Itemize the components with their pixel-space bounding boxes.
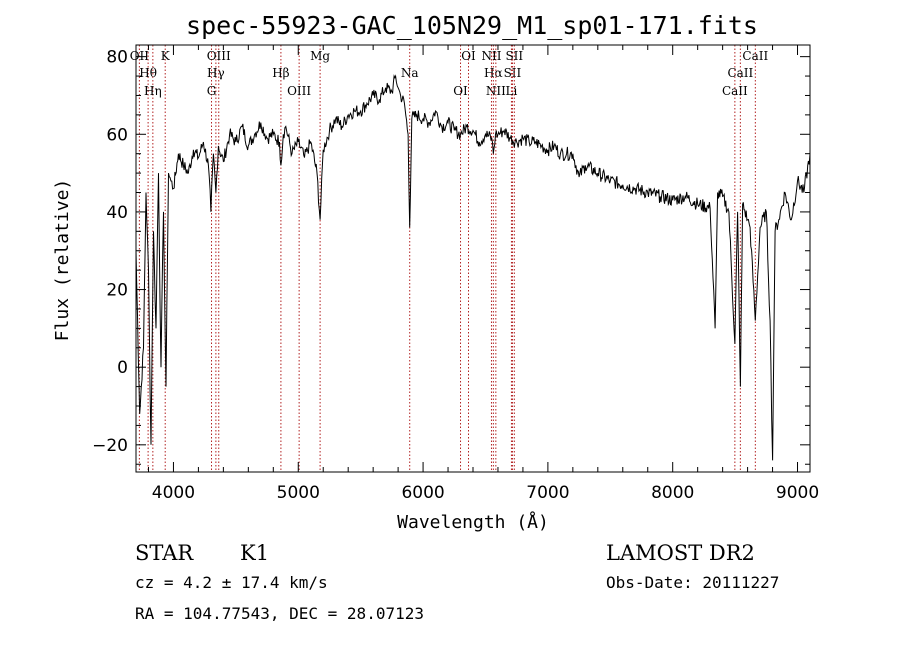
line-marker-label: NII — [481, 49, 501, 63]
y-tick-label: 80 — [106, 48, 128, 68]
line-marker-label: Hγ — [207, 66, 225, 80]
line-marker-label: Na — [401, 66, 419, 80]
axis-ticks: 4000 5000 6000 7000 8000 9000 −20 0 20 40 60 80 — [92, 45, 819, 503]
line-marker-label: SII — [505, 49, 523, 63]
survey-name: LAMOST DR2 — [606, 541, 755, 565]
line-marker-label: SII — [504, 66, 522, 80]
y-tick-label: 20 — [106, 281, 128, 301]
y-tick-label: 40 — [106, 203, 128, 223]
line-marker-label: Hα — [484, 66, 503, 80]
obs-date: Obs-Date: 20111227 — [606, 573, 779, 592]
y-tick-label: 0 — [117, 358, 128, 378]
line-marker-label: Hθ — [139, 66, 157, 80]
spectrum-series — [135, 74, 811, 461]
line-marker-label: K — [161, 49, 171, 63]
object-class: STAR — [135, 541, 194, 565]
redshift-text: cz = 4.2 ± 17.4 km/s — [135, 573, 328, 592]
chart-title: spec-55923-GAC_105N29_M1_sp01-171.fits — [186, 11, 758, 40]
x-tick-label: 6000 — [401, 483, 444, 503]
line-marker-label: NII — [486, 84, 506, 98]
coordinates: RA = 104.77543, DEC = 28.07123 — [135, 604, 424, 623]
spectral-line-markers: OIIHθHηKHγGOIIIHβOIIIMgNaOIOIHαNIINIISII… — [130, 45, 768, 472]
line-marker-label: OI — [453, 84, 468, 98]
x-tick-label: 9000 — [776, 483, 819, 503]
line-marker-label: Hβ — [272, 66, 289, 80]
line-marker-label: Li — [506, 84, 518, 98]
line-marker-label: Hη — [144, 84, 162, 98]
line-marker-label: Mg — [310, 49, 330, 63]
x-axis-label: Wavelength (Å) — [397, 511, 549, 533]
y-tick-label: 60 — [106, 125, 128, 145]
spectrum-line — [135, 74, 811, 461]
line-marker-label: OII — [130, 49, 150, 63]
line-marker-label: G — [207, 84, 217, 98]
y-tick-label: −20 — [92, 436, 128, 456]
x-tick-label: 5000 — [277, 483, 320, 503]
line-marker-label: CaII — [722, 84, 748, 98]
line-marker-label: OI — [461, 49, 476, 63]
y-axis-label: Flux (relative) — [52, 179, 73, 342]
line-marker-label: OIII — [207, 49, 231, 63]
x-tick-label: 4000 — [152, 483, 195, 503]
line-marker-label: CaII — [742, 49, 768, 63]
object-subclass: K1 — [240, 541, 269, 565]
plot-frame — [135, 44, 811, 473]
x-tick-label: 7000 — [526, 483, 569, 503]
line-marker-label: CaII — [727, 66, 753, 80]
x-tick-label: 8000 — [651, 483, 694, 503]
line-marker-label: OIII — [287, 84, 311, 98]
